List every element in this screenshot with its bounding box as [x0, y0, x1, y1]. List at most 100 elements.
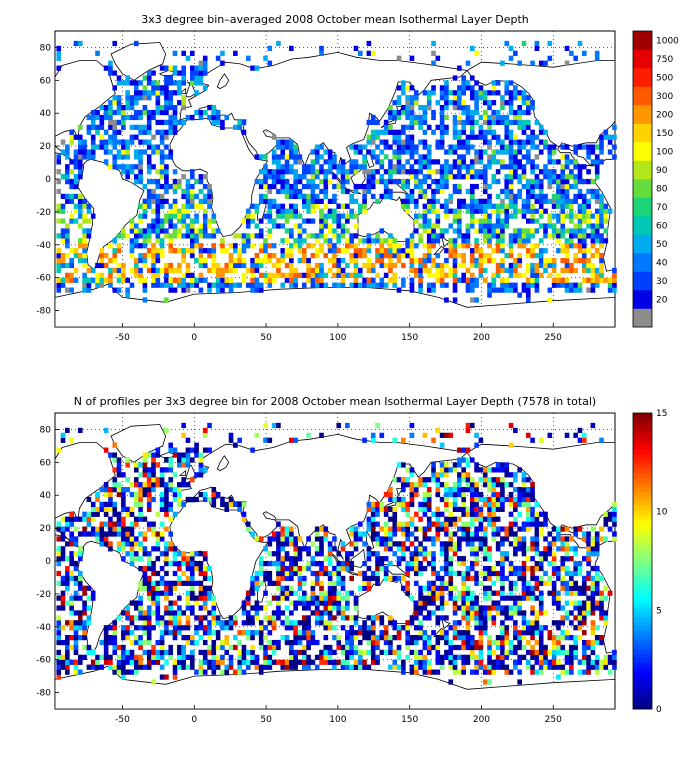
heat-cell — [599, 664, 604, 670]
heat-cell — [353, 605, 359, 611]
heat-cell — [392, 149, 398, 155]
heat-cell — [452, 228, 458, 234]
heat-cell — [521, 585, 527, 591]
heat-cell — [90, 144, 96, 150]
heat-cell — [594, 664, 600, 670]
heat-cell — [65, 144, 70, 150]
heat-cell — [495, 119, 501, 126]
heat-cell — [478, 546, 484, 552]
heat-cell — [142, 228, 148, 234]
heat-cell — [469, 575, 475, 582]
heat-cell — [375, 198, 380, 204]
heat-cell — [362, 262, 367, 269]
heat-cell — [586, 262, 591, 269]
heat-cell — [534, 585, 540, 591]
heat-cell — [577, 605, 583, 611]
heat-cell — [375, 659, 380, 665]
heat-cell — [125, 233, 130, 239]
heat-cell — [491, 257, 497, 264]
heat-cell — [121, 516, 126, 522]
heat-cell — [151, 193, 156, 200]
heat-cell — [314, 149, 320, 155]
colorbar-label: 40 — [656, 258, 668, 268]
heat-cell — [332, 243, 337, 249]
heat-cell — [233, 267, 238, 274]
heat-cell — [65, 570, 70, 577]
heat-cell — [521, 590, 527, 596]
heat-cell — [237, 262, 242, 269]
heat-cell — [95, 144, 100, 150]
heat-cell — [168, 238, 174, 244]
heat-cell — [159, 282, 165, 288]
heat-cell — [487, 198, 492, 204]
heat-cell — [426, 174, 432, 180]
heat-cell — [444, 580, 449, 586]
heat-cell — [370, 531, 376, 537]
heat-cell — [405, 654, 410, 660]
heat-cell — [189, 649, 195, 656]
heat-cell — [530, 282, 535, 288]
heat-cell — [413, 95, 419, 101]
heat-cell — [220, 124, 225, 130]
heat-cell — [306, 654, 311, 660]
heat-cell — [56, 233, 62, 239]
heat-cell — [409, 139, 415, 145]
heat-cell — [448, 664, 454, 670]
heat-cell — [452, 119, 458, 126]
heat-cell — [56, 649, 62, 656]
heat-cell — [521, 129, 527, 135]
heat-cell — [164, 282, 169, 288]
heat-cell — [577, 526, 583, 532]
heat-cell — [146, 664, 152, 670]
heat-cell — [224, 635, 230, 641]
heat-cell — [271, 644, 277, 651]
heat-cell — [383, 129, 389, 135]
heat-cell — [409, 85, 415, 91]
heat-cell — [379, 262, 385, 269]
heat-cell — [431, 272, 436, 278]
heat-cell — [198, 277, 204, 283]
heat-cell — [594, 208, 600, 214]
heat-cell — [538, 595, 544, 601]
heat-cell — [487, 164, 492, 170]
heat-cell — [478, 253, 484, 259]
heat-cell — [607, 669, 613, 675]
heat-cell — [228, 664, 234, 670]
heat-cell — [392, 114, 398, 121]
heat-cell — [607, 287, 613, 293]
heat-cell — [155, 109, 161, 116]
heat-cell — [103, 625, 109, 631]
heat-cell — [172, 674, 178, 680]
heat-cell — [332, 659, 337, 665]
heat-cell — [482, 516, 488, 522]
heat-cell — [581, 179, 587, 185]
heat-cell — [164, 625, 169, 631]
heat-cell — [457, 144, 462, 150]
heat-cell — [500, 267, 505, 274]
heat-cell — [586, 575, 591, 582]
heat-cell — [409, 198, 415, 204]
heat-cell — [612, 531, 617, 537]
heat-cell — [603, 654, 609, 660]
heat-cell — [159, 134, 165, 140]
heat-cell — [56, 287, 62, 293]
heat-cell — [452, 516, 458, 522]
heat-cell — [413, 600, 419, 606]
heat-cell — [482, 198, 488, 204]
heat-cell — [478, 198, 484, 204]
heat-cell — [159, 580, 165, 586]
heat-cell — [435, 620, 441, 626]
heat-cell — [556, 277, 561, 283]
heat-cell — [297, 575, 303, 582]
heat-cell — [121, 541, 126, 547]
heat-cell — [185, 114, 191, 121]
heat-cell — [146, 90, 152, 96]
heat-cell — [293, 556, 298, 562]
heat-cell — [293, 561, 298, 567]
heat-cell — [525, 179, 531, 185]
heat-cell — [159, 174, 165, 180]
heat-cell — [284, 531, 290, 537]
heat-cell — [474, 277, 479, 283]
heat-cell — [366, 556, 372, 562]
heat-cell — [556, 595, 561, 601]
